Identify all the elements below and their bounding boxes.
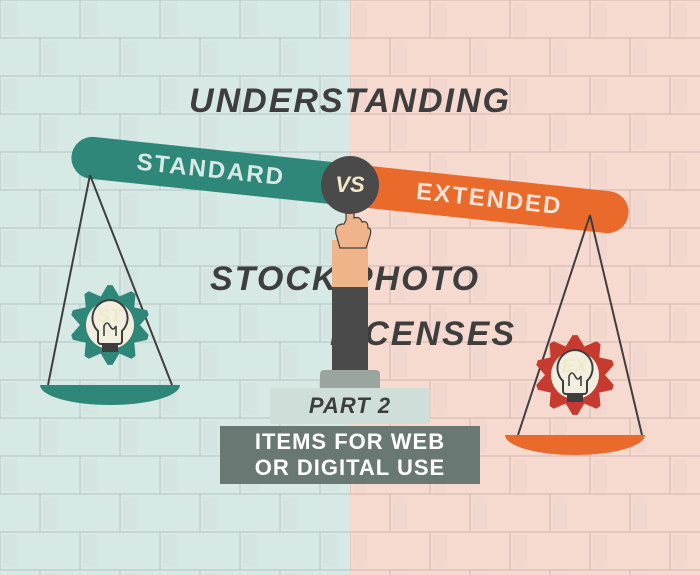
part-badge: PART 2 [270,388,430,424]
vs-badge: VS [321,156,379,214]
right-icon-label: EX [562,356,588,377]
subtitle-badge: ITEMS FOR WEBOR DIGITAL USE [220,426,480,484]
left-pan: ST [30,160,190,410]
title-understanding: UNDERSTANDING [0,82,700,121]
pivot-arm [332,240,368,375]
infographic-canvas: UNDERSTANDING STOCK PHOTO LICENSES STAND… [0,0,700,575]
left-icon-label: ST [97,306,122,327]
right-pan: EX [490,200,660,460]
